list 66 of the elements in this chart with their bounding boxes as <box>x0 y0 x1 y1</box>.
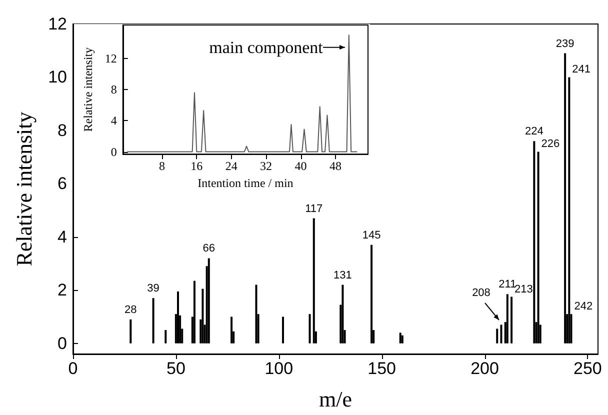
y-tick-label: 8 <box>110 82 117 97</box>
x-axis-title: m/e <box>319 386 352 412</box>
y-axis-title: Relative intensity <box>81 47 95 132</box>
bar <box>230 316 233 344</box>
x-axis-title: Intention time / min <box>198 176 294 190</box>
y-tick-label: 2 <box>58 280 67 300</box>
y-tick-label: 0 <box>110 144 117 159</box>
bar <box>564 53 566 344</box>
x-tick-label: 40 <box>294 159 307 174</box>
bar <box>130 319 132 344</box>
x-tick-label: 8 <box>158 159 165 174</box>
bar <box>510 296 513 344</box>
bar <box>282 316 284 344</box>
x-tick-label: 250 <box>574 359 602 378</box>
annotation: 224 <box>524 126 544 138</box>
y-tick-label: 10 <box>48 68 67 87</box>
bar <box>308 314 311 344</box>
bar <box>164 330 167 344</box>
bar <box>568 77 570 344</box>
bar <box>312 218 315 344</box>
y-tick-label: 12 <box>104 51 117 66</box>
annotation: 39 <box>147 282 160 295</box>
annotation: 28 <box>124 304 137 316</box>
bar <box>152 298 154 344</box>
bar <box>193 280 196 344</box>
y-tick-label: 12 <box>48 14 67 34</box>
line-series <box>126 34 358 152</box>
bar <box>342 284 344 344</box>
y-axis-title: Relative intensity <box>12 112 36 266</box>
annotation: 242 <box>574 300 593 313</box>
annotation: 211 <box>498 278 516 291</box>
bar <box>506 294 508 344</box>
x-tick-label: 48 <box>329 159 342 174</box>
bar <box>399 332 402 344</box>
y-tick-label: 6 <box>58 174 67 194</box>
bar <box>208 258 210 344</box>
x-tick-label: 150 <box>368 359 396 378</box>
bar <box>537 152 540 344</box>
y-tick-label: 8 <box>58 120 67 140</box>
x-tick-label: 200 <box>470 359 499 378</box>
annotation: 213 <box>514 283 533 296</box>
x-tick-label: 16 <box>190 159 203 174</box>
bar <box>370 244 373 344</box>
bar <box>202 288 204 344</box>
annotation: 241 <box>572 64 591 76</box>
y-tick-label: 0 <box>58 334 67 353</box>
annotation: 117 <box>305 202 323 215</box>
annotation: 131 <box>334 269 352 282</box>
x-tick-label: 32 <box>260 159 272 174</box>
bar <box>177 291 179 344</box>
annotation: 226 <box>541 138 560 150</box>
bar <box>255 284 258 344</box>
annotation: 66 <box>202 242 216 255</box>
x-tick-label: 50 <box>166 359 186 378</box>
y-tick-label: 4 <box>58 227 67 246</box>
bar <box>500 324 502 344</box>
bar <box>401 335 404 344</box>
x-tick-label: 100 <box>264 359 294 378</box>
y-tick-label: 4 <box>110 114 117 128</box>
annotation: main component <box>209 38 324 58</box>
bar <box>533 141 536 344</box>
bar <box>496 328 498 344</box>
x-tick-label: 24 <box>225 159 238 174</box>
annotation: 239 <box>556 38 574 50</box>
annotation: 145 <box>362 229 381 242</box>
annotation: 208 <box>472 287 490 300</box>
